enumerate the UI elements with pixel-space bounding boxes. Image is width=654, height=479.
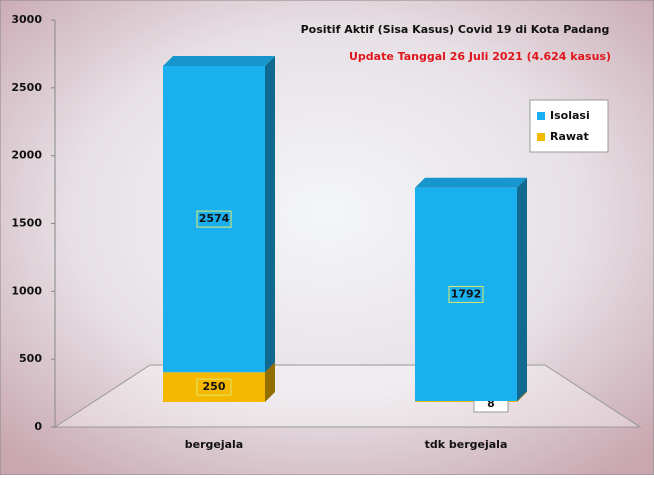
y-tick-label: 1000 bbox=[11, 284, 42, 297]
bar-top bbox=[415, 177, 527, 188]
bar bbox=[415, 401, 517, 402]
bar-side bbox=[265, 362, 275, 402]
data-label: 8 bbox=[487, 397, 495, 410]
bar-top bbox=[163, 55, 275, 66]
bar-side bbox=[265, 55, 275, 373]
x-tick-label: bergejala bbox=[185, 438, 243, 451]
legend-items: Isolasi Rawat bbox=[537, 109, 590, 143]
legend-label: Isolasi bbox=[550, 109, 590, 122]
data-label: 250 bbox=[203, 380, 226, 393]
data-label: 2574 bbox=[199, 212, 230, 225]
y-tick-label: 2500 bbox=[11, 81, 42, 94]
chart-subtitle: Update Tanggal 26 Juli 2021 (4.624 kasus… bbox=[349, 50, 611, 63]
legend-swatch bbox=[537, 112, 545, 120]
legend-swatch bbox=[537, 133, 545, 141]
chart-title: Positif Aktif (Sisa Kasus) Covid 19 di K… bbox=[301, 23, 610, 36]
data-label-box bbox=[448, 285, 484, 303]
bar-side bbox=[517, 177, 527, 402]
y-tick-label: 0 bbox=[34, 420, 42, 433]
y-tick-label: 3000 bbox=[11, 13, 42, 26]
y-tick-label: 500 bbox=[19, 352, 42, 365]
bar bbox=[415, 187, 517, 402]
legend-label: Rawat bbox=[550, 130, 589, 143]
data-label-box bbox=[196, 210, 232, 228]
x-tick-label: tdk bergejala bbox=[425, 438, 508, 451]
y-tick-label: 1500 bbox=[11, 217, 42, 230]
bar bbox=[163, 372, 265, 402]
floor bbox=[53, 364, 642, 428]
data-label: 1792 bbox=[451, 287, 482, 300]
bar bbox=[163, 65, 265, 373]
legend bbox=[529, 99, 609, 153]
bar-side bbox=[517, 391, 527, 402]
data-label-box bbox=[196, 378, 232, 396]
y-tick-label: 2000 bbox=[11, 149, 42, 162]
